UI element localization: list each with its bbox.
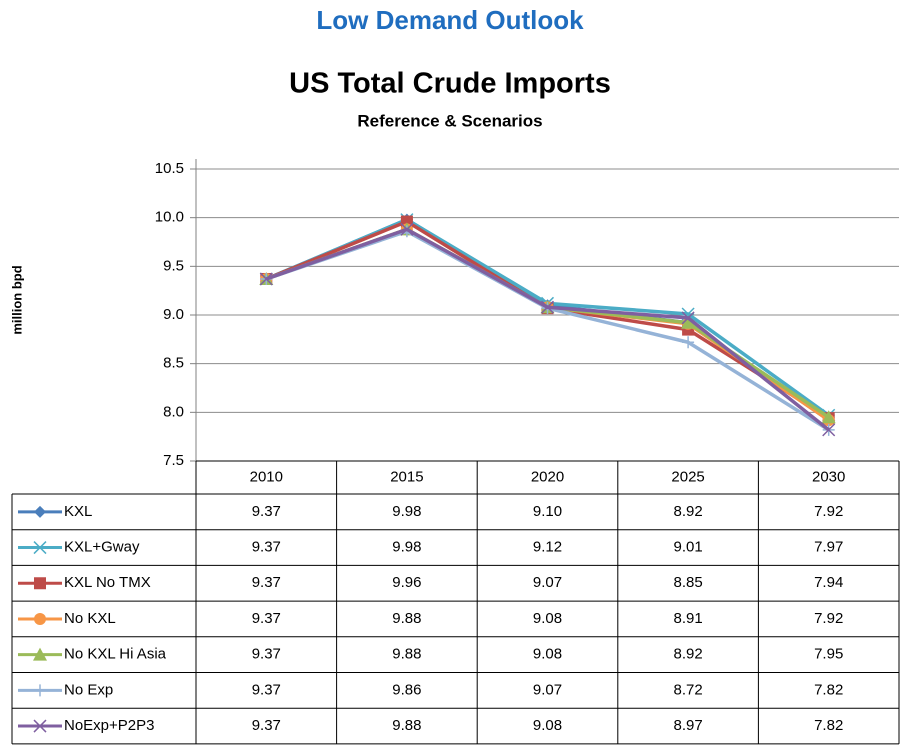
table-value: 7.95 [814, 646, 843, 663]
table-value: 9.37 [252, 717, 281, 734]
table-value: 7.94 [814, 574, 843, 591]
legend-marker [34, 505, 46, 518]
y-tick-label: 10.0 [155, 209, 184, 226]
table-value: 9.08 [533, 646, 562, 663]
legend-marker [34, 577, 46, 590]
table-value: 8.72 [673, 681, 702, 698]
series-line [265, 227, 830, 432]
table-value: 9.88 [392, 610, 421, 627]
x-tick-label: 2025 [671, 468, 704, 485]
x-tick-label: 2010 [250, 468, 283, 485]
legend-marker [34, 612, 46, 625]
table-value: 9.37 [252, 610, 281, 627]
point-marker [540, 300, 555, 314]
table-value: 7.97 [814, 539, 843, 556]
legend-label: NoExp+P2P3 [64, 717, 154, 734]
table-value: 8.97 [673, 717, 702, 734]
y-tick-label: 8.0 [163, 403, 184, 420]
point-marker [681, 311, 695, 325]
point-marker [681, 315, 696, 329]
series-line [265, 229, 830, 432]
table-value: 9.01 [673, 539, 702, 556]
table-value: 8.92 [673, 503, 702, 520]
table-value: 9.96 [392, 574, 421, 591]
point-marker [682, 336, 695, 349]
y-tick-label: 10.5 [155, 160, 184, 177]
point-marker [822, 423, 836, 437]
legend-label: No KXL Hi Asia [64, 646, 167, 663]
table-value: 9.08 [533, 717, 562, 734]
point-marker [821, 410, 836, 424]
table-value: 7.92 [814, 610, 843, 627]
table-value: 8.91 [673, 610, 702, 627]
point-marker [400, 222, 414, 236]
legend-marker [33, 541, 47, 555]
table-value: 9.37 [252, 539, 281, 556]
table-value: 9.98 [392, 503, 421, 520]
y-tick-label: 7.5 [163, 452, 184, 469]
legend-label: KXL No TMX [64, 574, 151, 591]
legend-marker [33, 647, 47, 661]
table-value: 9.37 [252, 574, 281, 591]
legend-label: No KXL [64, 610, 116, 627]
heading: Low Demand Outlook [316, 5, 584, 35]
table-value: 7.92 [814, 503, 843, 520]
table-value: 9.37 [252, 503, 281, 520]
table-value: 9.07 [533, 574, 562, 591]
y-axis-label: million bpd [9, 265, 24, 334]
table-value: 9.37 [252, 681, 281, 698]
x-tick-label: 2020 [531, 468, 564, 485]
table-value: 9.08 [533, 610, 562, 627]
legend-label: KXL+Gway [64, 539, 140, 556]
table-value: 8.92 [673, 646, 702, 663]
table-value: 9.12 [533, 539, 562, 556]
x-tick-label: 2030 [812, 468, 845, 485]
y-tick-label: 9.5 [163, 257, 184, 274]
table-value: 9.88 [392, 717, 421, 734]
legend-label: KXL [64, 503, 92, 520]
chart-subtitle: Reference & Scenarios [357, 111, 542, 130]
x-tick-label: 2015 [390, 468, 423, 485]
series-line [265, 227, 830, 419]
legend-label: No Exp [64, 681, 113, 698]
table-value: 9.10 [533, 503, 562, 520]
y-tick-label: 8.5 [163, 355, 184, 372]
series-line [265, 227, 830, 422]
table-value: 8.85 [673, 574, 702, 591]
table-value: 9.37 [252, 646, 281, 663]
legend-marker [33, 719, 47, 733]
chart-title: US Total Crude Imports [289, 68, 611, 100]
table-value: 7.82 [814, 681, 843, 698]
table-value: 9.86 [392, 681, 421, 698]
table-value: 9.88 [392, 646, 421, 663]
table-value: 7.82 [814, 717, 843, 734]
legend-marker [34, 684, 46, 697]
point-marker [259, 272, 273, 286]
table-value: 9.98 [392, 539, 421, 556]
table-value: 9.07 [533, 681, 562, 698]
y-tick-label: 9.0 [163, 306, 184, 323]
